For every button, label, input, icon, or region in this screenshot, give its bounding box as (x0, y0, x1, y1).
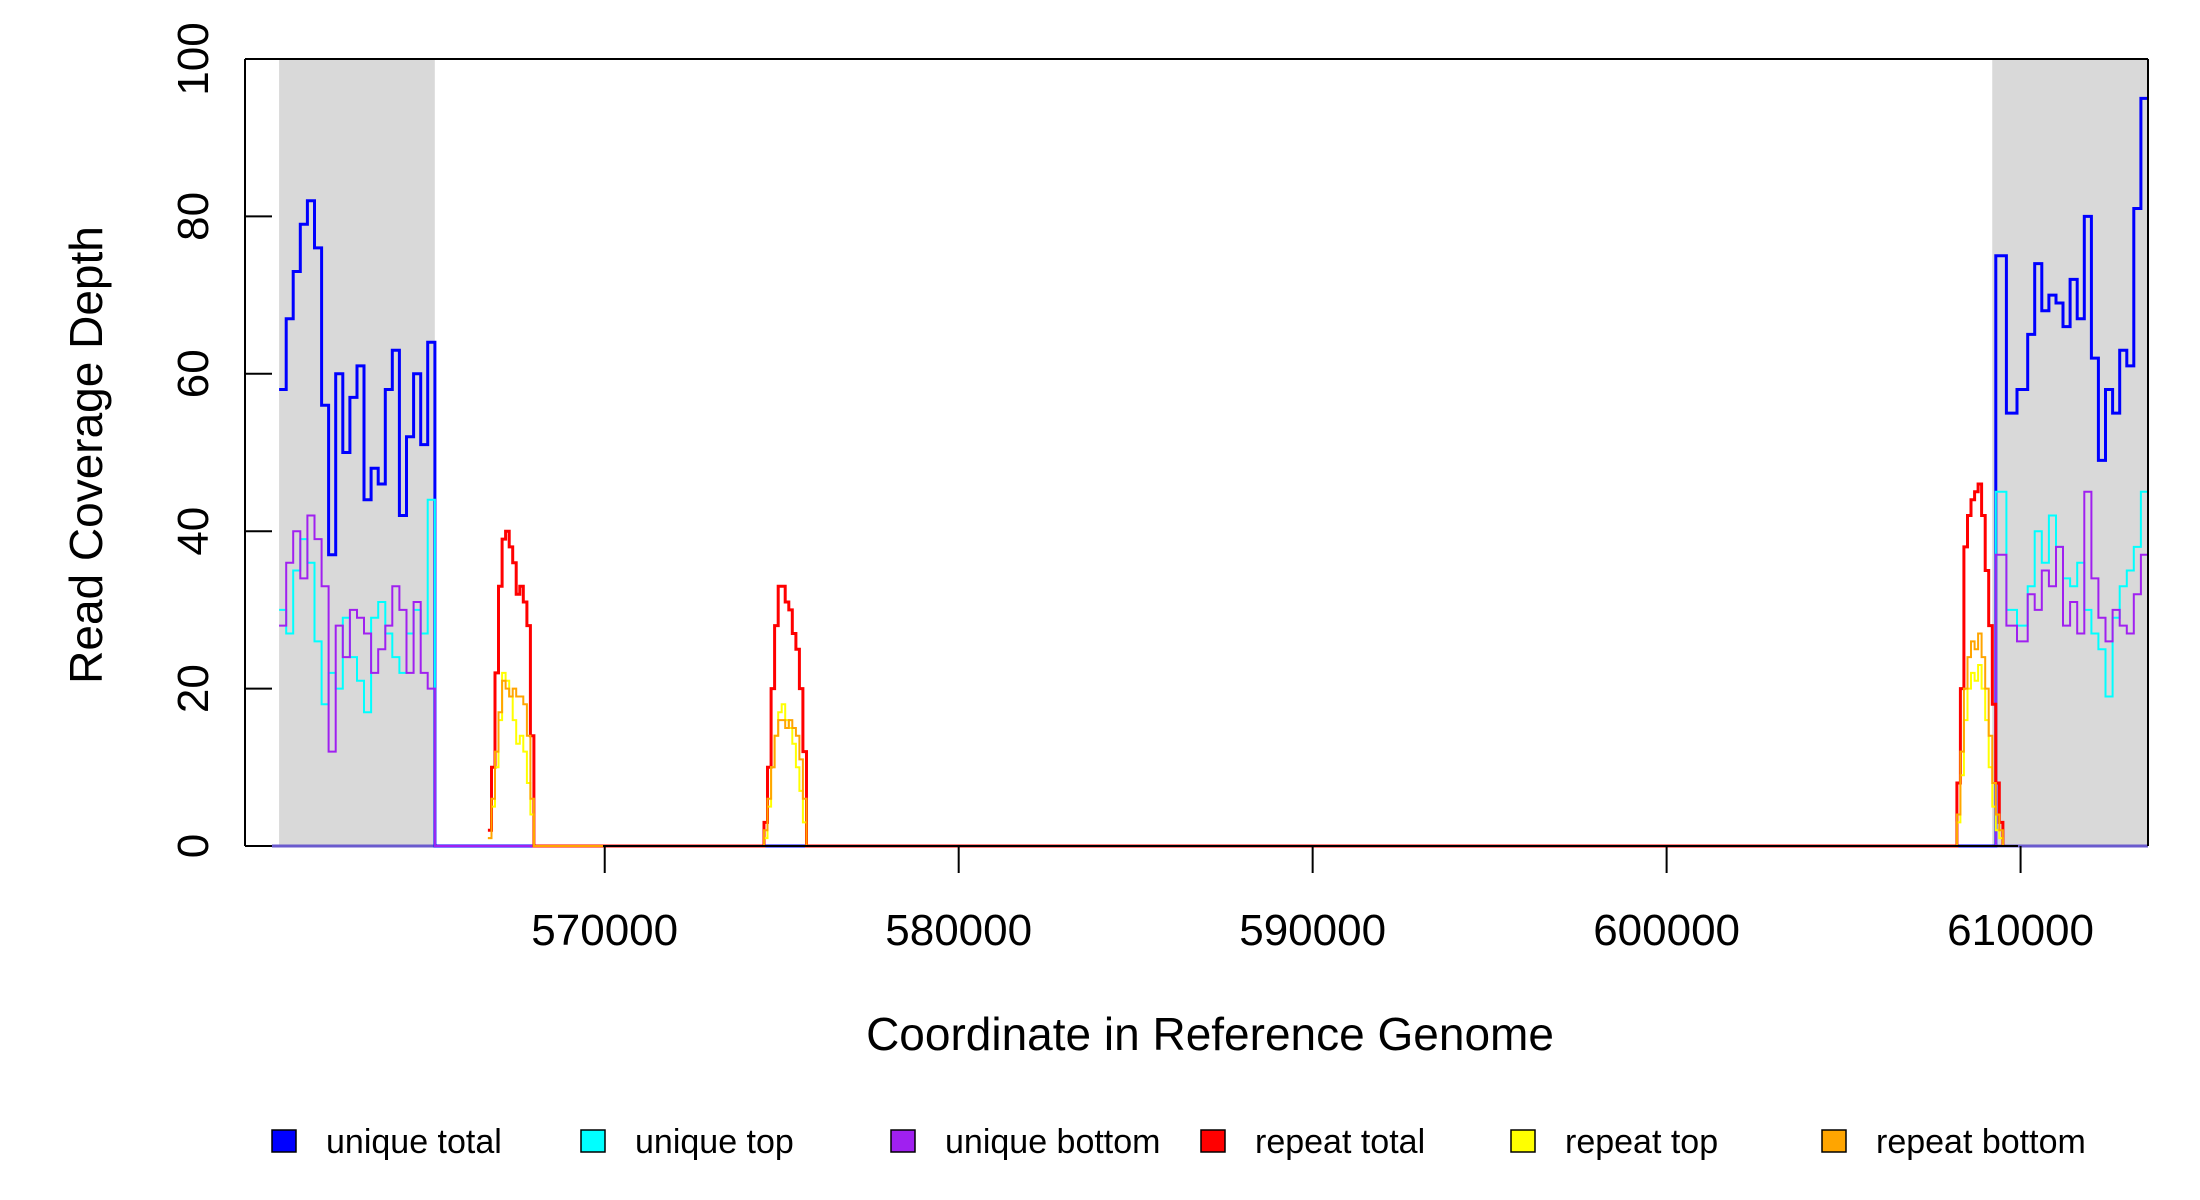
legend-label: repeat top (1565, 1123, 1718, 1161)
legend-swatch-unique-total (271, 1129, 297, 1153)
series-line-unique-bottom (279, 490, 2148, 847)
y-tick-label: 40 (169, 507, 218, 556)
y-tick-label: 60 (169, 349, 218, 398)
y-ticks: 0 20 40 60 80 100 (169, 22, 272, 858)
x-tick-label: 610000 (1947, 906, 2094, 955)
series-lines (272, 96, 2148, 848)
legend-label: unique bottom (945, 1123, 1161, 1161)
series-line-repeat-bottom (487, 632, 2004, 847)
x-tick-label: 570000 (531, 906, 678, 955)
x-tick-label: 580000 (885, 906, 1032, 955)
shaded-region-1 (279, 59, 435, 846)
series-line-repeat-top (487, 664, 2004, 847)
series-line-repeat-total (487, 482, 2005, 848)
legend: unique total unique top unique bottom repea… (271, 1123, 2086, 1161)
shaded-region-2 (1992, 59, 2148, 846)
y-tick-label: 80 (169, 192, 218, 241)
x-ticks: 570000 580000 590000 600000 610000 (531, 846, 2094, 955)
axes (244, 58, 2149, 847)
x-tick-label: 590000 (1239, 906, 1386, 955)
legend-swatch-repeat-bottom (1821, 1129, 1847, 1153)
legend-label: repeat bottom (1876, 1123, 2086, 1161)
legend-swatch-repeat-total (1200, 1129, 1226, 1153)
y-tick-label: 100 (169, 22, 218, 95)
y-axis-title: Read Coverage Depth (60, 226, 112, 684)
series-line-unique-total (279, 96, 2148, 848)
legend-swatch-unique-bottom (890, 1129, 916, 1153)
legend-swatch-repeat-top (1510, 1129, 1536, 1153)
legend-label: unique top (635, 1123, 794, 1161)
legend-swatch-unique-top (580, 1129, 606, 1153)
x-axis-title: Coordinate in Reference Genome (866, 1008, 1554, 1060)
series-line-unique-top (279, 490, 2148, 847)
x-tick-label: 600000 (1593, 906, 1740, 955)
legend-label: repeat total (1255, 1123, 1425, 1161)
shaded-regions (279, 59, 2148, 846)
y-tick-label: 20 (169, 664, 218, 713)
y-tick-label: 0 (169, 834, 218, 858)
legend-label: unique total (326, 1123, 502, 1161)
